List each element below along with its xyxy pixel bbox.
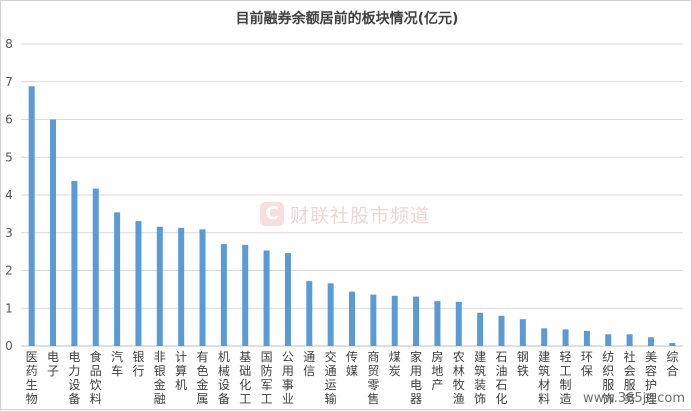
bar — [114, 212, 121, 346]
bar — [605, 334, 612, 346]
x-tick-label: 交通运输 — [325, 349, 337, 406]
x-tick-label: 通信 — [303, 350, 315, 378]
y-tick-label: 6 — [5, 113, 13, 127]
bar — [370, 294, 377, 346]
x-tick-label: 食品饮料 — [90, 349, 102, 406]
bar — [669, 342, 676, 346]
y-tick-label: 2 — [5, 264, 13, 278]
x-tick-label: 汽车 — [111, 349, 123, 378]
bar — [178, 227, 185, 346]
x-tick-label: 传媒 — [346, 349, 358, 378]
site-watermark: www.365jz.com — [583, 391, 685, 406]
x-tick-label: 非银金融 — [154, 350, 166, 406]
x-tick-label: 银行 — [132, 350, 144, 378]
x-tick-label: 纺织服饰 — [602, 350, 614, 406]
bar — [391, 295, 398, 346]
x-tick-label: 电力设备 — [68, 350, 80, 406]
x-tick-label: 社会服务 — [624, 349, 636, 406]
bar — [583, 330, 590, 346]
bar — [626, 334, 633, 346]
bar — [306, 281, 313, 346]
bar — [647, 337, 654, 346]
bar — [28, 86, 35, 346]
x-tick-label: 电子 — [47, 350, 59, 378]
x-tick-label: 机械设备 — [218, 350, 230, 406]
watermark-logo-icon: C — [260, 202, 284, 226]
x-tick-label: 农林牧渔 — [453, 350, 465, 406]
watermark-text: 财联社股市频道 — [290, 204, 431, 227]
bar — [434, 301, 441, 346]
x-tick-label: 石油石化 — [495, 350, 507, 406]
y-tick-label: 4 — [5, 188, 13, 202]
bar — [562, 329, 569, 346]
x-tick-label: 钢铁 — [517, 350, 529, 378]
bar — [220, 244, 227, 346]
x-tick-label: 家用电器 — [410, 349, 422, 406]
bar — [519, 319, 526, 346]
bar — [199, 229, 206, 346]
x-tick-label: 环保 — [581, 350, 593, 378]
bar — [50, 119, 57, 346]
chart-title: 目前融券余额居前的板块情况(亿元) — [235, 11, 459, 27]
x-tick-label: 医药生物 — [26, 350, 38, 406]
x-tick-label: 计算机 — [175, 350, 187, 392]
x-tick-label: 建筑材料 — [538, 350, 550, 406]
bar — [135, 221, 142, 346]
bar — [541, 328, 548, 346]
x-tick-label: 综合 — [666, 350, 678, 378]
watermark: C 财联社股市频道 — [260, 199, 430, 229]
x-tick-label: 房地产 — [431, 349, 443, 392]
x-tick-label: 国防军工 — [261, 350, 273, 406]
bar — [349, 291, 355, 346]
y-tick-label: 0 — [5, 339, 13, 353]
bar — [92, 188, 99, 346]
x-tick-label: 美容护理 — [645, 350, 657, 406]
bar — [455, 301, 462, 346]
x-tick-label: 轻工制造 — [560, 350, 572, 406]
x-tick-label: 煤炭 — [389, 350, 401, 378]
y-tick-label: 8 — [5, 37, 13, 51]
x-tick-label: 有色金属 — [197, 350, 209, 406]
bar — [284, 253, 291, 346]
y-tick-label: 5 — [5, 150, 13, 164]
x-tick-label: 商贸零售 — [367, 349, 379, 406]
y-tick-label: 3 — [5, 226, 13, 240]
x-tick-label: 公用事业 — [282, 350, 294, 406]
bar — [498, 315, 505, 346]
x-tick-label: 建筑装饰 — [474, 350, 486, 406]
bar — [413, 296, 420, 346]
y-tick-label: 7 — [5, 75, 13, 89]
bar — [263, 250, 270, 346]
bar — [327, 283, 334, 346]
bar — [242, 244, 249, 346]
bar — [71, 181, 78, 346]
x-tick-label: 基础化工 — [239, 350, 251, 406]
bar — [156, 226, 163, 346]
bar — [477, 312, 484, 346]
y-tick-label: 1 — [5, 301, 13, 315]
